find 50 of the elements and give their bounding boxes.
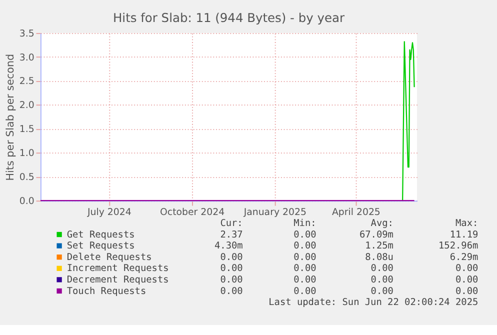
text: 0.00 [294,263,317,274]
y-tick-label: 2.0 [19,100,34,112]
text: 0.00 [456,286,479,297]
legend-label: Set Requests [66,240,135,252]
y-tick-label: 1.0 [19,148,34,160]
text: 4.30m [214,240,244,252]
y-tick-label: 0.0 [19,196,34,207]
legend-label: Decrement Requests [66,274,169,286]
text: 152.96m [438,240,478,252]
text: 0.00 [370,274,394,286]
text: 0.00 [456,274,479,286]
text: 0.00 [220,252,244,263]
text: 0.00 [294,286,317,297]
y-tick-label: 0.5 [19,172,34,183]
y-tick-label: 3.0 [19,52,34,64]
text: 0.00 [220,286,244,297]
text: Avg: [370,218,394,230]
text: 0.00 [294,240,317,252]
legend-label: Delete Requests [66,252,152,263]
text: 0.00 [294,229,317,240]
text: 0.00 [370,263,394,274]
y-tick-label: 2.5 [19,76,34,88]
text: 8.08u [365,252,394,263]
text: 6.29m [450,252,478,263]
legend-label: Increment Requests [66,263,169,274]
x-tick-label: April 2025 [332,207,380,218]
text: 0.00 [456,263,479,274]
x-tick-label: July 2024 [86,207,132,218]
x-tick-label: January 2025 [242,207,306,218]
y-tick-label: 3.5 [19,28,34,40]
text: 0.00 [294,252,317,263]
text: 11.19 [450,229,478,240]
text: 1.25m [365,240,394,252]
text: Last update: Sun Jun 22 02:00:24 2025 [268,297,478,308]
legend-label: Touch Requests [66,286,146,297]
y-tick-label: 1.5 [19,124,34,136]
line-series [402,41,415,202]
text: 0.00 [370,286,394,297]
text: Min: [294,218,316,230]
legend-label: Get Requests [66,229,135,240]
text: 0.00 [294,274,317,286]
text: 67.09m [359,229,394,240]
text: Cur: [220,218,243,230]
text: 2.37 [220,229,243,240]
text: 0.00 [220,263,244,274]
x-tick-label: October 2024 [160,207,225,218]
chart-title: Hits for Slab: 11 (944 Bytes) - by year [112,10,346,25]
text: 0.00 [220,274,244,286]
y-axis-title: Hits per Slab per second [4,54,17,181]
text: Max: [456,218,478,230]
